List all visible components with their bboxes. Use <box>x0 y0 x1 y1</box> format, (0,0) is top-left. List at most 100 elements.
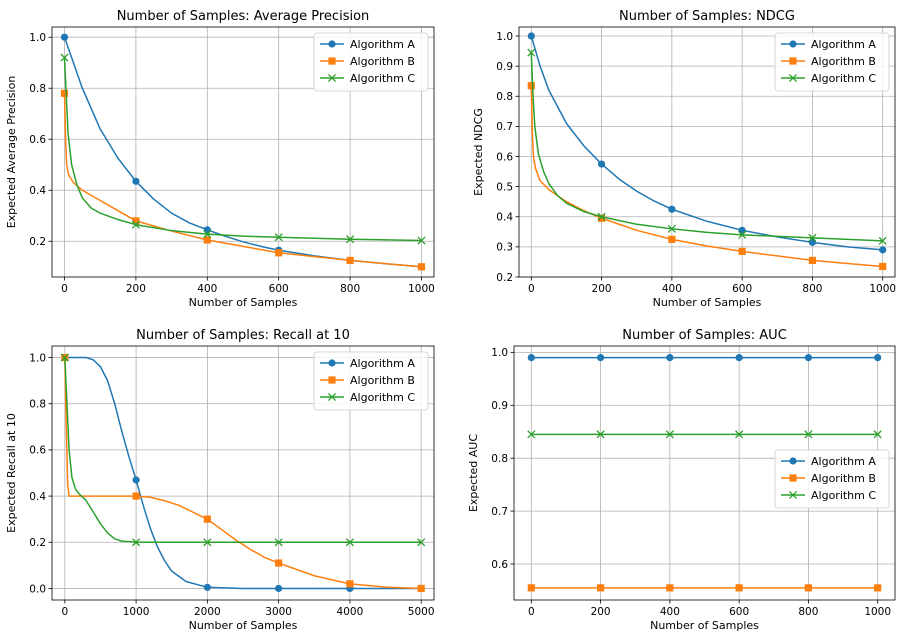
data-point-algorithm-c-stroke <box>527 430 536 439</box>
series-line-algorithm-b <box>530 85 883 268</box>
y-tick-label: 0.6 <box>29 134 46 146</box>
plot-area <box>60 353 426 593</box>
data-point-algorithm-a <box>527 354 535 362</box>
legend-label: Algorithm A <box>350 357 415 370</box>
y-tick-label: 0.7 <box>491 506 508 518</box>
legend: Algorithm A Algorithm B Algorithm C <box>774 32 890 92</box>
data-point-algorithm-c-stroke <box>203 230 212 239</box>
data-point-algorithm-c <box>665 430 674 439</box>
x-tick-label: 600 <box>269 283 289 295</box>
x-tick-label: 2000 <box>194 606 221 618</box>
data-point-algorithm-c-stroke <box>274 538 283 547</box>
data-point-algorithm-b <box>417 263 426 271</box>
legend-box <box>774 449 890 509</box>
data-point-algorithm-b <box>666 584 674 592</box>
x-tick-label: 200 <box>592 283 612 295</box>
legend-box <box>774 32 890 92</box>
x-tick-label: 0 <box>61 283 68 295</box>
data-point-algorithm-c <box>596 430 605 439</box>
data-point-algorithm-c <box>527 430 536 439</box>
x-tick-label: 1000 <box>864 606 891 618</box>
legend: Algorithm A Algorithm B Algorithm C <box>313 351 429 411</box>
legend-marker-stroke <box>788 490 798 500</box>
y-tick-label: 0.3 <box>496 242 513 254</box>
legend: Algorithm A Algorithm B Algorithm C <box>313 32 429 92</box>
y-tick-label: 0.8 <box>29 399 46 411</box>
legend-label: Algorithm B <box>811 55 876 68</box>
legend-marker <box>788 73 798 83</box>
data-point-algorithm-b <box>879 262 887 271</box>
data-point-algorithm-b <box>203 515 211 523</box>
legend-marker <box>789 457 797 465</box>
plot-area <box>60 33 426 271</box>
data-point-algorithm-b <box>60 89 69 97</box>
y-tick-label: 0.8 <box>496 91 513 103</box>
data-point-algorithm-c <box>873 430 882 439</box>
y-tick-label: 0.6 <box>29 445 46 457</box>
data-point-algorithm-c-stroke <box>596 430 605 439</box>
y-tick-label: 0.4 <box>496 212 513 224</box>
data-point-algorithm-c-stroke <box>345 538 354 547</box>
data-point-algorithm-b <box>596 584 605 592</box>
data-point-algorithm-c <box>597 212 606 221</box>
data-point-algorithm-c-stroke <box>527 48 536 57</box>
legend-marker <box>328 40 336 48</box>
data-point-algorithm-a <box>275 584 283 593</box>
legend-marker <box>789 474 797 482</box>
chart-4: 0 200 400 600 800 1000 0.6 0.7 0.8 0.9 1.0 Number o… <box>467 328 896 632</box>
x-tick-label: 400 <box>197 283 217 295</box>
y-tick-label: 0.4 <box>29 491 46 503</box>
data-point-algorithm-a <box>666 354 674 362</box>
axes-frame <box>51 345 435 601</box>
axes-frame <box>51 26 435 278</box>
data-point-algorithm-c <box>203 230 212 239</box>
data-point-algorithm-c-stroke <box>667 224 676 233</box>
x-axis-label: Number of Samples <box>650 619 759 632</box>
data-point-algorithm-a <box>597 160 606 168</box>
data-point-algorithm-c-stroke <box>738 230 747 239</box>
legend-label: Algorithm C <box>350 72 415 85</box>
data-point-algorithm-c-stroke <box>597 212 606 221</box>
data-point-algorithm-c <box>417 538 426 547</box>
legend-marker-stroke <box>788 73 798 83</box>
data-point-algorithm-c-stroke <box>735 430 744 439</box>
x-tick-label: 1000 <box>869 283 896 295</box>
data-point-algorithm-b <box>346 580 354 588</box>
y-tick-label: 0.9 <box>491 400 508 412</box>
x-axis-label: Number of Samples <box>189 619 298 632</box>
data-point-algorithm-c-stroke <box>60 353 69 362</box>
data-point-algorithm-c <box>417 236 426 245</box>
data-point-algorithm-b <box>808 256 817 265</box>
series-line-algorithm-c <box>530 52 883 242</box>
y-tick-label: 0.4 <box>29 185 46 197</box>
data-point-algorithm-c-stroke <box>131 220 140 229</box>
data-point-algorithm-a <box>874 354 882 362</box>
data-point-algorithm-a <box>203 583 211 591</box>
data-point-algorithm-c <box>738 230 747 239</box>
series-line-algorithm-c <box>63 57 422 242</box>
legend-box <box>313 32 429 92</box>
x-tick-label: 1000 <box>408 283 435 295</box>
data-point-algorithm-c-stroke <box>804 430 813 439</box>
data-point-algorithm-c <box>878 236 887 245</box>
chart-1: 0 200 400 600 800 1000 0.2 0.4 0.6 0.8 1.0 Number o… <box>5 9 435 309</box>
data-point-algorithm-a <box>527 32 535 40</box>
legend-label: Algorithm B <box>350 374 415 387</box>
x-tick-label: 600 <box>732 283 752 295</box>
data-point-algorithm-a <box>804 354 813 362</box>
x-axis-label: Number of Samples <box>653 296 762 309</box>
data-point-algorithm-c-stroke <box>878 236 887 245</box>
data-point-algorithm-c <box>203 538 212 547</box>
data-point-algorithm-a <box>879 246 887 254</box>
plot-area <box>527 32 887 271</box>
y-tick-label: 1.0 <box>491 347 508 359</box>
data-point-algorithm-a <box>668 205 676 213</box>
x-tick-label: 1000 <box>123 606 150 618</box>
legend-marker-stroke <box>327 392 337 402</box>
legend-marker-stroke <box>327 73 337 83</box>
data-point-algorithm-c <box>274 538 283 547</box>
y-tick-label: 1.0 <box>496 31 513 43</box>
data-point-algorithm-a <box>60 33 69 41</box>
plot-area <box>527 354 882 592</box>
